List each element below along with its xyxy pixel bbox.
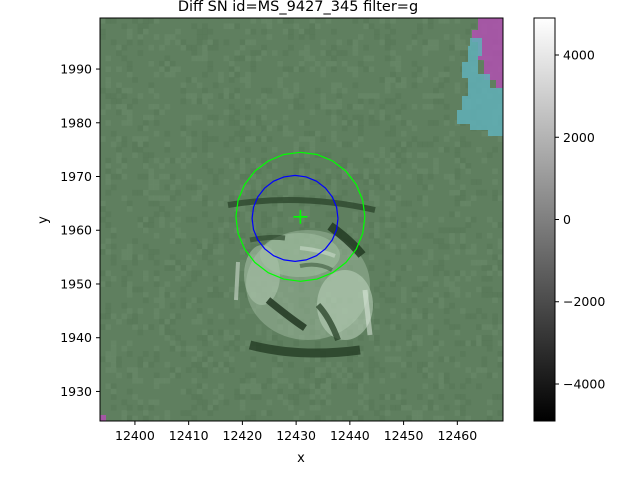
y-axis: 1930 1940 1950 1960 1970 1980 1990 [60, 62, 100, 399]
colorbar-tick-label: 0 [563, 212, 571, 227]
x-tick-label: 12460 [437, 428, 477, 443]
y-tick-label: 1990 [60, 62, 92, 77]
blue-aperture-circle [251, 174, 339, 263]
y-tick-label: 1960 [60, 223, 92, 238]
plot-frame [99, 17, 504, 422]
x-tick-label: 12440 [330, 428, 370, 443]
x-tick-label: 12400 [115, 428, 155, 443]
mask-cyan-region [457, 38, 503, 136]
x-tick-label: 12430 [276, 428, 316, 443]
y-axis-label: y [36, 216, 51, 224]
y-tick-label: 1980 [60, 115, 92, 130]
green-aperture-circle [235, 151, 366, 282]
colorbar [533, 17, 556, 422]
x-axis: 12400 12410 12420 12430 12440 12450 12460 [115, 421, 477, 443]
colorbar-tick-label: 4000 [563, 48, 595, 63]
cross-marker [293, 209, 308, 224]
y-tick-label: 1950 [60, 276, 92, 291]
colorbar-tick-label: −2000 [563, 294, 605, 309]
x-axis-label: x [297, 451, 305, 466]
mask-magenta-region [100, 18, 503, 421]
y-tick-label: 1930 [60, 384, 92, 399]
colorbar-tick-label: −4000 [563, 376, 605, 391]
heatmap-image [100, 18, 503, 421]
x-tick-label: 12410 [169, 428, 209, 443]
colorbar-axis: −4000 −2000 0 2000 4000 [555, 48, 605, 391]
x-tick-label: 12450 [384, 428, 424, 443]
chart-title: Diff SN id=MS_9427_345 filter=g [178, 0, 418, 15]
y-tick-label: 1940 [60, 330, 92, 345]
overlay-layer [235, 151, 366, 282]
y-tick-label: 1970 [60, 169, 92, 184]
colorbar-tick-label: 2000 [563, 130, 595, 145]
x-tick-label: 12420 [223, 428, 263, 443]
